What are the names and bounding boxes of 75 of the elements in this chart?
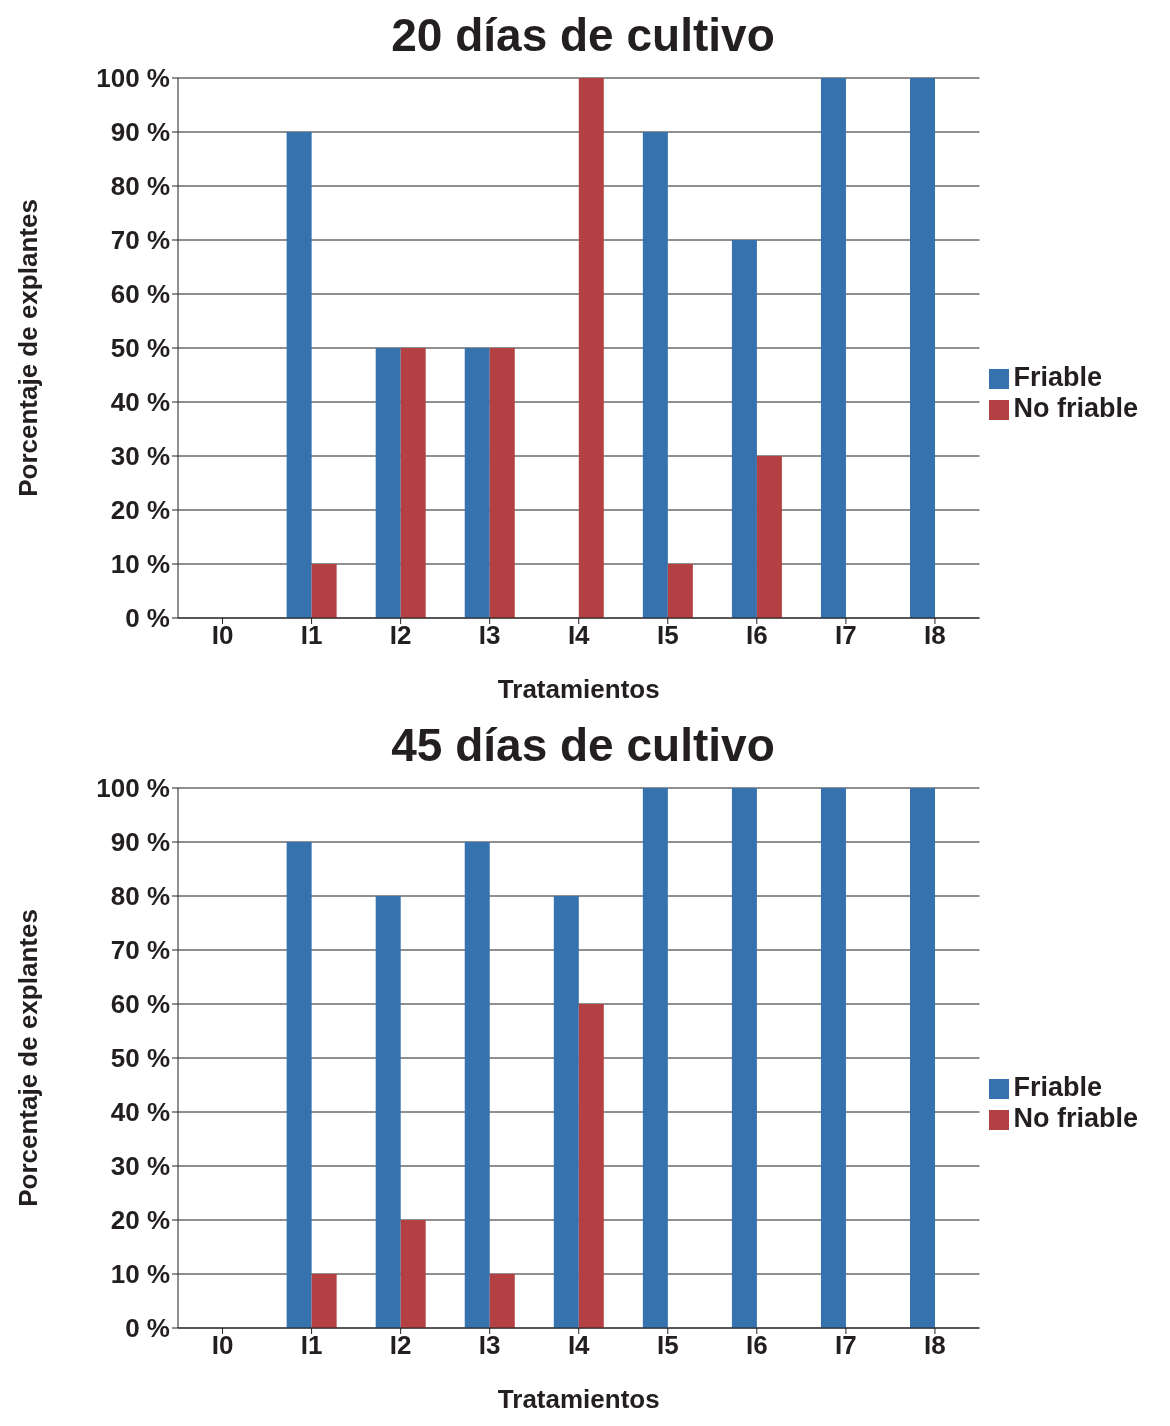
x-tick-label: I6 xyxy=(745,1330,768,1361)
bar xyxy=(578,1004,604,1328)
legend-label: No friable xyxy=(1013,1103,1138,1133)
x-tick-label: I3 xyxy=(478,1330,501,1361)
legend-label: Friable xyxy=(1013,1072,1102,1102)
y-tick-label: 30 % xyxy=(110,441,170,472)
x-axis-title: Tratamientos xyxy=(497,1384,660,1414)
y-tick-label: 0 % xyxy=(125,1313,170,1344)
x-tick-label: I5 xyxy=(656,620,679,651)
bar xyxy=(489,348,515,618)
bar xyxy=(553,896,579,1328)
y-tick-label: 90 % xyxy=(110,117,170,148)
bar xyxy=(286,132,312,618)
bar xyxy=(464,842,490,1328)
x-tick-label: I8 xyxy=(924,620,946,651)
bar xyxy=(731,788,757,1328)
y-tick-label: 10 % xyxy=(110,549,170,580)
bar xyxy=(756,456,782,618)
x-tick-label: I2 xyxy=(389,1330,412,1361)
y-tick-label: 100 % xyxy=(96,63,170,94)
y-tick-label: 100 % xyxy=(96,773,170,804)
bar xyxy=(731,240,757,618)
x-tick-label: I3 xyxy=(478,620,501,651)
y-axis-title: Porcentaje de explantes xyxy=(13,909,44,1207)
x-tick-label: I8 xyxy=(924,1330,946,1361)
x-tick-label: I1 xyxy=(300,620,323,651)
y-tick-label: 60 % xyxy=(110,989,170,1020)
bar xyxy=(910,78,936,618)
y-tick-label: 80 % xyxy=(110,881,170,912)
y-tick-label: 10 % xyxy=(110,1259,170,1290)
y-tick-label: 0 % xyxy=(125,603,170,634)
x-tick-label: I1 xyxy=(300,1330,323,1361)
bar xyxy=(667,564,693,618)
bar xyxy=(910,788,936,1328)
y-tick-label: 20 % xyxy=(110,1205,170,1236)
y-tick-label: 40 % xyxy=(110,1097,170,1128)
bar xyxy=(464,348,490,618)
x-tick-label: I6 xyxy=(745,620,768,651)
bar xyxy=(642,132,668,618)
x-tick-label: I7 xyxy=(835,1330,857,1361)
y-axis-title: Porcentaje de explantes xyxy=(13,199,44,497)
x-tick-label: I2 xyxy=(389,620,412,651)
y-tick-label: 50 % xyxy=(110,333,170,364)
bar xyxy=(375,348,401,618)
x-tick-label: I5 xyxy=(656,1330,679,1361)
x-tick-label: I7 xyxy=(835,620,857,651)
y-tick-label: 60 % xyxy=(110,279,170,310)
bar xyxy=(311,1274,337,1328)
bar xyxy=(578,78,604,618)
bar xyxy=(642,788,668,1328)
y-tick-label: 30 % xyxy=(110,1151,170,1182)
bar xyxy=(820,78,846,618)
legend-label: No friable xyxy=(1013,393,1138,423)
y-tick-label: 70 % xyxy=(110,225,170,256)
x-axis-title: Tratamientos xyxy=(497,674,660,704)
bar xyxy=(311,564,337,618)
x-tick-label: I4 xyxy=(567,620,591,651)
bar xyxy=(820,788,846,1328)
x-tick-label: I4 xyxy=(567,1330,591,1361)
chart-title: 45 días de cultivo xyxy=(391,719,775,771)
bar xyxy=(400,1220,426,1328)
bar xyxy=(400,348,426,618)
y-tick-label: 50 % xyxy=(110,1043,170,1074)
x-tick-label: I0 xyxy=(211,1330,234,1361)
x-tick-label: I0 xyxy=(211,620,234,651)
y-tick-label: 90 % xyxy=(110,827,170,858)
legend-label: Friable xyxy=(1013,362,1102,392)
bar xyxy=(375,896,401,1328)
bar xyxy=(489,1274,515,1328)
y-tick-label: 40 % xyxy=(110,387,170,418)
bar xyxy=(286,842,312,1328)
y-tick-label: 70 % xyxy=(110,935,170,966)
y-tick-label: 80 % xyxy=(110,171,170,202)
chart-title: 20 días de cultivo xyxy=(391,9,775,61)
y-tick-label: 20 % xyxy=(110,495,170,526)
